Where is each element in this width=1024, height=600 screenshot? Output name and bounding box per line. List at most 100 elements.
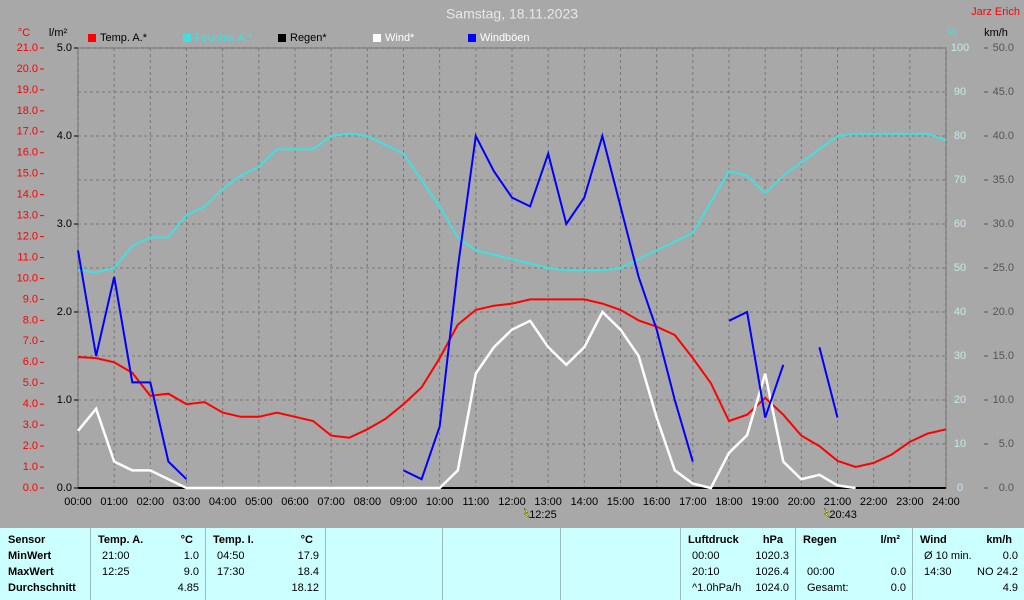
x-tick-label: 11:00 (462, 496, 489, 508)
chart-title: Samstag, 18.11.2023 (446, 6, 578, 22)
y4-tick-label: 50.0 (993, 42, 1014, 54)
table-cell: MaxWert (8, 566, 54, 578)
x-tick-label: 09:00 (390, 496, 418, 508)
series-line (403, 132, 694, 481)
series-line (728, 310, 785, 418)
legend-swatch (373, 34, 381, 42)
y4-tick-label: 35.0 (993, 174, 1014, 186)
y-tick-label: 0.0 (23, 482, 38, 494)
legend-label: Temp. A.* (100, 32, 148, 44)
y3-tick-label: 30 (954, 350, 966, 362)
y3-tick-label: 50 (954, 262, 966, 274)
x-tick-label: 17:00 (679, 496, 707, 508)
x-tick-label: 07:00 (317, 496, 345, 508)
y3-tick-label: 60 (954, 218, 966, 230)
y4-tick-label: 20.0 (993, 306, 1014, 318)
y2-tick-label: 4.0 (57, 130, 72, 142)
y-tick-label: 19.0 (17, 84, 38, 96)
table-cell: 00:00 (692, 550, 720, 562)
table-cell: 18.4 (297, 566, 319, 578)
table-cell: 1.0 (183, 550, 199, 562)
x-tick-label: 23:00 (896, 496, 924, 508)
x-tick-label: 16:00 (643, 496, 671, 508)
x-tick-label: 02:00 (137, 496, 165, 508)
y3-tick-label: 40 (954, 306, 966, 318)
y2-tick-label: 5.0 (57, 42, 72, 54)
table-cell: 0.0 (890, 566, 906, 578)
x-tick-label: 08:00 (354, 496, 382, 508)
y-tick-label: 9.0 (23, 293, 38, 305)
table-cell: 1026.4 (755, 566, 789, 578)
x-tick-label: 13:00 (534, 496, 562, 508)
y3-tick-label: 20 (954, 394, 966, 406)
table-cell: NO 24.2 (977, 566, 1018, 578)
y-tick-label: 18.0 (17, 105, 38, 117)
x-tick-label: 05:00 (245, 496, 273, 508)
table-cell: 1024.0 (755, 582, 789, 594)
x-tick-label: 00:00 (64, 496, 92, 508)
table-cell: MinWert (8, 550, 52, 562)
y2-tick-label: 0.0 (57, 482, 72, 494)
x-tick-label: 04:00 (209, 496, 237, 508)
y3-tick-label: 70 (954, 174, 966, 186)
y-tick-label: 10.0 (17, 272, 38, 284)
column-divider (560, 528, 561, 600)
table-cell: l/m² (880, 534, 900, 546)
legend-swatch (278, 34, 286, 42)
y-tick-label: 1.0 (23, 461, 38, 473)
table-cell: 20:10 (692, 566, 720, 578)
table-cell: 17:30 (217, 566, 245, 578)
table-cell: Wind (920, 534, 947, 546)
y-tick-label: 16.0 (17, 147, 38, 159)
series-line (77, 132, 947, 274)
x-tick-label: 01:00 (100, 496, 128, 508)
table-cell: 00:00 (807, 566, 835, 578)
table-cell: km/h (986, 534, 1012, 546)
y4-axis-unit: km/h (984, 27, 1008, 39)
summary-table: Sensor MinWert MaxWert Durchschnitt Temp. A.… (0, 528, 1024, 600)
y-tick-label: 6.0 (23, 356, 38, 368)
column-divider (205, 528, 206, 600)
annotation-label: 20:43 (829, 509, 857, 521)
x-tick-label: 22:00 (860, 496, 888, 508)
y-tick-label: 4.0 (23, 398, 38, 410)
x-tick-label: 10:00 (426, 496, 454, 508)
column-divider (90, 528, 91, 600)
y-tick-label: 15.0 (17, 168, 38, 180)
column-divider (795, 528, 796, 600)
table-cell: Temp. I. (213, 534, 254, 546)
legend-swatch (468, 34, 476, 42)
x-tick-label: 12:00 (498, 496, 526, 508)
table-cell: Sensor (8, 534, 46, 546)
table-cell: 4.9 (1002, 582, 1018, 594)
table-cell: Ø 10 min. (924, 550, 972, 562)
x-tick-label: 15:00 (607, 496, 635, 508)
x-tick-label: 21:00 (824, 496, 852, 508)
legend-label: Wind* (385, 32, 415, 44)
x-tick-label: 18:00 (715, 496, 743, 508)
annotation-icon (823, 507, 831, 519)
series-line (818, 346, 839, 418)
y-tick-label: 12.0 (17, 230, 38, 242)
y4-tick-label: 15.0 (993, 350, 1014, 362)
y2-tick-label: 3.0 (57, 218, 72, 230)
y3-tick-label: 80 (954, 130, 966, 142)
annotation-label: 12:25 (529, 509, 557, 521)
table-cell: hPa (762, 534, 783, 546)
y4-tick-label: 0.0 (999, 482, 1014, 494)
table-cell: Temp. A. (98, 534, 144, 546)
y3-axis-unit: % (947, 27, 957, 39)
table-cell: Luftdruck (688, 534, 739, 546)
y-tick-label: 14.0 (17, 189, 38, 201)
table-cell: ^1.0hPa/h (692, 582, 742, 594)
table-cell: °C (300, 534, 313, 546)
y4-tick-label: 30.0 (993, 218, 1014, 230)
x-tick-label: 03:00 (173, 496, 201, 508)
column-divider (680, 528, 681, 600)
annotation-icon (523, 507, 531, 519)
y4-tick-label: 5.0 (999, 438, 1014, 450)
author: Jarz Erich (971, 6, 1020, 18)
table-cell: 18.12 (291, 582, 319, 594)
column-divider (912, 528, 913, 600)
